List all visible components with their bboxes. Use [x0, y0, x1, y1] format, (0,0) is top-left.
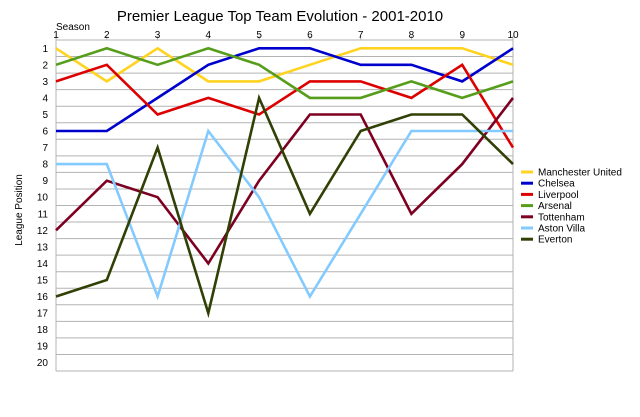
y-tick-label: 19 — [37, 342, 49, 353]
x-tick-label: 7 — [358, 30, 364, 41]
legend: Manchester UnitedChelseaLiverpoolArsenal… — [521, 168, 622, 246]
grid-lines — [56, 39, 513, 372]
series-line-liverpool — [55, 62, 515, 149]
series-lines — [55, 46, 515, 319]
y-tick-label: 4 — [42, 93, 48, 104]
y-tick-label: 9 — [42, 176, 48, 187]
series-line-manchester-united — [55, 46, 514, 83]
x-tick-label: 5 — [256, 30, 262, 41]
y-tick-label: 13 — [37, 242, 49, 253]
x-tick-label: 2 — [104, 30, 110, 41]
legend-label: Liverpool — [538, 190, 579, 201]
y-tick-label: 17 — [37, 309, 49, 320]
legend-label: Tottenham — [538, 212, 585, 223]
legend-item: Manchester United — [521, 168, 622, 179]
x-tick-label: 10 — [507, 30, 519, 41]
legend-label: Manchester United — [538, 168, 622, 179]
x-tick-label: 4 — [206, 30, 212, 41]
y-tick-label: 18 — [37, 325, 49, 336]
y-tick-label: 6 — [42, 127, 48, 138]
y-tick-label: 16 — [37, 292, 49, 303]
y-axis-title: League Position — [14, 174, 25, 246]
y-tick-label: 3 — [42, 77, 48, 88]
y-tick-label: 15 — [37, 275, 49, 286]
x-tick-label: 1 — [53, 30, 59, 41]
y-tick-label: 7 — [42, 143, 48, 154]
legend-item: Tottenham — [521, 212, 585, 223]
chart-title: Premier League Top Team Evolution - 2001… — [117, 8, 443, 25]
x-axis-title: Season — [56, 22, 90, 33]
y-tick-label: 11 — [38, 209, 49, 220]
legend-label: Chelsea — [538, 179, 575, 190]
legend-label: Everton — [538, 235, 572, 246]
y-tick-label: 2 — [42, 60, 48, 71]
legend-item: Everton — [521, 235, 572, 246]
x-tick-label: 8 — [409, 30, 415, 41]
y-tick-label: 1 — [42, 44, 48, 55]
legend-item: Arsenal — [521, 201, 572, 212]
x-tick-label: 3 — [155, 30, 161, 41]
y-tick-label: 5 — [42, 110, 48, 121]
y-tick-label: 14 — [37, 259, 49, 270]
series-line-aston-villa — [56, 128, 513, 301]
legend-label: Aston Villa — [538, 224, 586, 235]
series-line-chelsea — [56, 46, 514, 133]
series-line-everton — [55, 93, 514, 319]
y-tick-label: 10 — [37, 193, 49, 204]
x-tick-label: 9 — [459, 30, 465, 41]
legend-item: Chelsea — [521, 179, 575, 190]
y-tick-label: 8 — [42, 160, 48, 171]
legend-item: Aston Villa — [521, 224, 586, 235]
legend-item: Liverpool — [521, 190, 579, 201]
series-line-tottenham — [55, 97, 515, 266]
y-tick-label: 12 — [37, 226, 49, 237]
y-tick-label: 20 — [37, 358, 49, 369]
series-line-arsenal — [55, 46, 514, 100]
x-tick-label: 6 — [307, 30, 313, 41]
legend-label: Arsenal — [538, 201, 572, 212]
